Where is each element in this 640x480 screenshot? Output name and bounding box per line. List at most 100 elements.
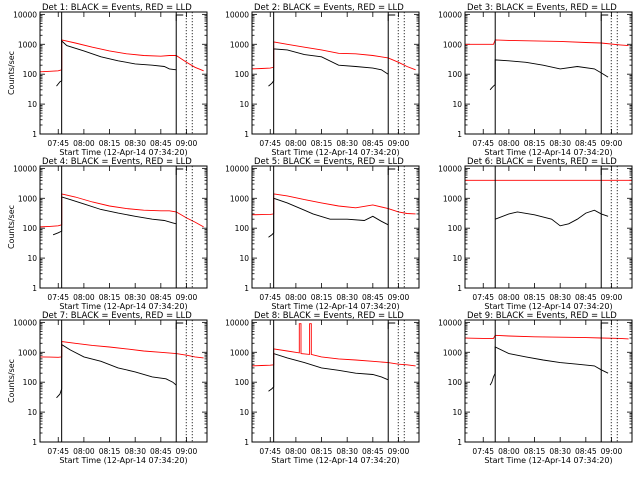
plot-frame	[464, 11, 633, 135]
end-bracket-mark	[175, 322, 184, 329]
x-tick-label: 08:00	[285, 293, 307, 302]
x-tick-label: 08:30	[124, 139, 146, 148]
panel-title: Det 2: BLACK = Events, RED = LLD	[254, 3, 404, 13]
x-tick-label: 09:00	[176, 139, 198, 148]
x-tick-label: 08:30	[336, 139, 358, 148]
x-tick-label: 08:45	[150, 447, 172, 456]
panel-det-2: Det 2: BLACK = Events, RED = LLD 1 10 100 10…	[225, 3, 420, 157]
plot-frame	[39, 319, 208, 443]
x-tick-label: 08:45	[362, 447, 384, 456]
series-events	[489, 59, 609, 91]
end-bracket-mark	[175, 168, 184, 175]
plot-area	[252, 320, 416, 442]
panel-det-8: Det 8: BLACK = Events, RED = LLD 1 10 100 10…	[225, 311, 420, 465]
y-tick-label: 1000	[443, 40, 462, 49]
panel-det-5: Det 5: BLACK = Events, RED = LLD 1 10 100 10…	[225, 157, 420, 311]
y-tick-label: 100	[235, 70, 250, 79]
y-axis-label: Counts/sec	[7, 51, 16, 95]
y-tick-label: 10000	[438, 318, 462, 327]
x-tick-label: 09:00	[176, 447, 198, 456]
x-tick-label: 08:45	[362, 139, 384, 148]
y-tick-label: 1	[244, 284, 249, 293]
x-tick-label: 08:30	[336, 293, 358, 302]
plot-area	[465, 166, 632, 288]
x-tick-label: 08:00	[73, 293, 95, 302]
x-tick-label: 08:15	[99, 447, 121, 456]
plot-frame	[39, 165, 208, 289]
x-axis-label: Start Time (12-Apr-14 07:34:20)	[59, 148, 187, 157]
series-lld	[252, 41, 416, 71]
x-tick-label: 08:00	[498, 447, 520, 456]
plot-area	[252, 166, 416, 288]
panel-title: Det 3: BLACK = Events, RED = LLD	[467, 3, 617, 13]
panel-title: Det 5: BLACK = Events, RED = LLD	[254, 157, 404, 167]
panel-title: Det 7: BLACK = Events, RED = LLD	[42, 311, 192, 321]
y-tick-label: 10	[239, 100, 249, 109]
y-tick-label: 100	[23, 378, 38, 387]
panel-det-7: Det 7: BLACK = Events, RED = LLD 1 10 100 10…	[7, 311, 208, 465]
x-tick-label: 08:30	[549, 447, 571, 456]
y-tick-label: 10	[27, 254, 37, 263]
series-events	[52, 196, 177, 236]
y-tick-label: 1	[244, 130, 249, 139]
y-axis-label: Counts/sec	[7, 359, 16, 403]
x-tick-label: 08:15	[524, 139, 546, 148]
series-events	[268, 48, 389, 87]
x-tick-label: 08:15	[524, 447, 546, 456]
x-axis-label: Start Time (12-Apr-14 07:34:20)	[59, 302, 187, 311]
x-tick-label: 07:45	[47, 447, 69, 456]
x-tick-label: 08:30	[549, 293, 571, 302]
plot-frame	[464, 165, 633, 289]
x-tick-label: 08:30	[336, 447, 358, 456]
plot-frame	[39, 11, 208, 135]
panel-title: Det 6: BLACK = Events, RED = LLD	[467, 157, 617, 167]
end-bracket-mark	[387, 168, 396, 175]
y-tick-label: 1	[244, 438, 249, 447]
y-tick-label: 10	[452, 254, 462, 263]
y-tick-label: 1	[32, 438, 37, 447]
plot-area	[40, 166, 204, 288]
end-bracket-mark	[387, 14, 396, 21]
x-tick-label: 09:00	[388, 447, 410, 456]
x-tick-label: 08:15	[99, 293, 121, 302]
plot-frame	[251, 319, 420, 443]
x-tick-label: 07:45	[259, 447, 281, 456]
series-lld	[40, 39, 204, 73]
y-tick-label: 1000	[443, 194, 462, 203]
plot-area	[465, 320, 629, 442]
panel-title: Det 1: BLACK = Events, RED = LLD	[42, 3, 192, 13]
y-tick-label: 100	[448, 70, 463, 79]
series-events	[495, 209, 609, 227]
y-tick-label: 10000	[438, 10, 462, 19]
x-tick-label: 08:00	[498, 139, 520, 148]
series-lld	[465, 39, 629, 47]
plot-frame	[251, 165, 420, 289]
x-tick-label: 09:00	[601, 447, 623, 456]
x-tick-label: 09:00	[388, 139, 410, 148]
plot-area	[40, 320, 204, 442]
y-tick-label: 10000	[225, 10, 249, 19]
x-tick-label: 08:45	[575, 139, 597, 148]
x-tick-label: 08:15	[99, 139, 121, 148]
y-tick-label: 1000	[230, 40, 249, 49]
x-tick-label: 08:15	[311, 293, 333, 302]
x-axis-label: Start Time (12-Apr-14 07:34:20)	[484, 148, 612, 157]
y-tick-label: 10	[239, 408, 249, 417]
panel-title: Det 8: BLACK = Events, RED = LLD	[254, 311, 404, 321]
x-tick-label: 08:00	[285, 139, 307, 148]
series-lld	[465, 334, 629, 340]
y-tick-label: 10	[452, 100, 462, 109]
panel-title: Det 9: BLACK = Events, RED = LLD	[467, 311, 617, 321]
panel-det-4: Det 4: BLACK = Events, RED = LLD 1 10 100 10…	[7, 157, 208, 311]
y-tick-label: 100	[23, 224, 38, 233]
x-axis-label: Start Time (12-Apr-14 07:34:20)	[484, 456, 612, 465]
y-tick-label: 10000	[225, 164, 249, 173]
x-tick-label: 09:00	[388, 293, 410, 302]
y-tick-label: 10000	[13, 10, 37, 19]
x-tick-label: 08:30	[124, 447, 146, 456]
x-tick-label: 08:45	[150, 293, 172, 302]
y-tick-label: 100	[448, 224, 463, 233]
end-bracket-mark	[600, 14, 609, 21]
y-tick-label: 1000	[18, 194, 37, 203]
